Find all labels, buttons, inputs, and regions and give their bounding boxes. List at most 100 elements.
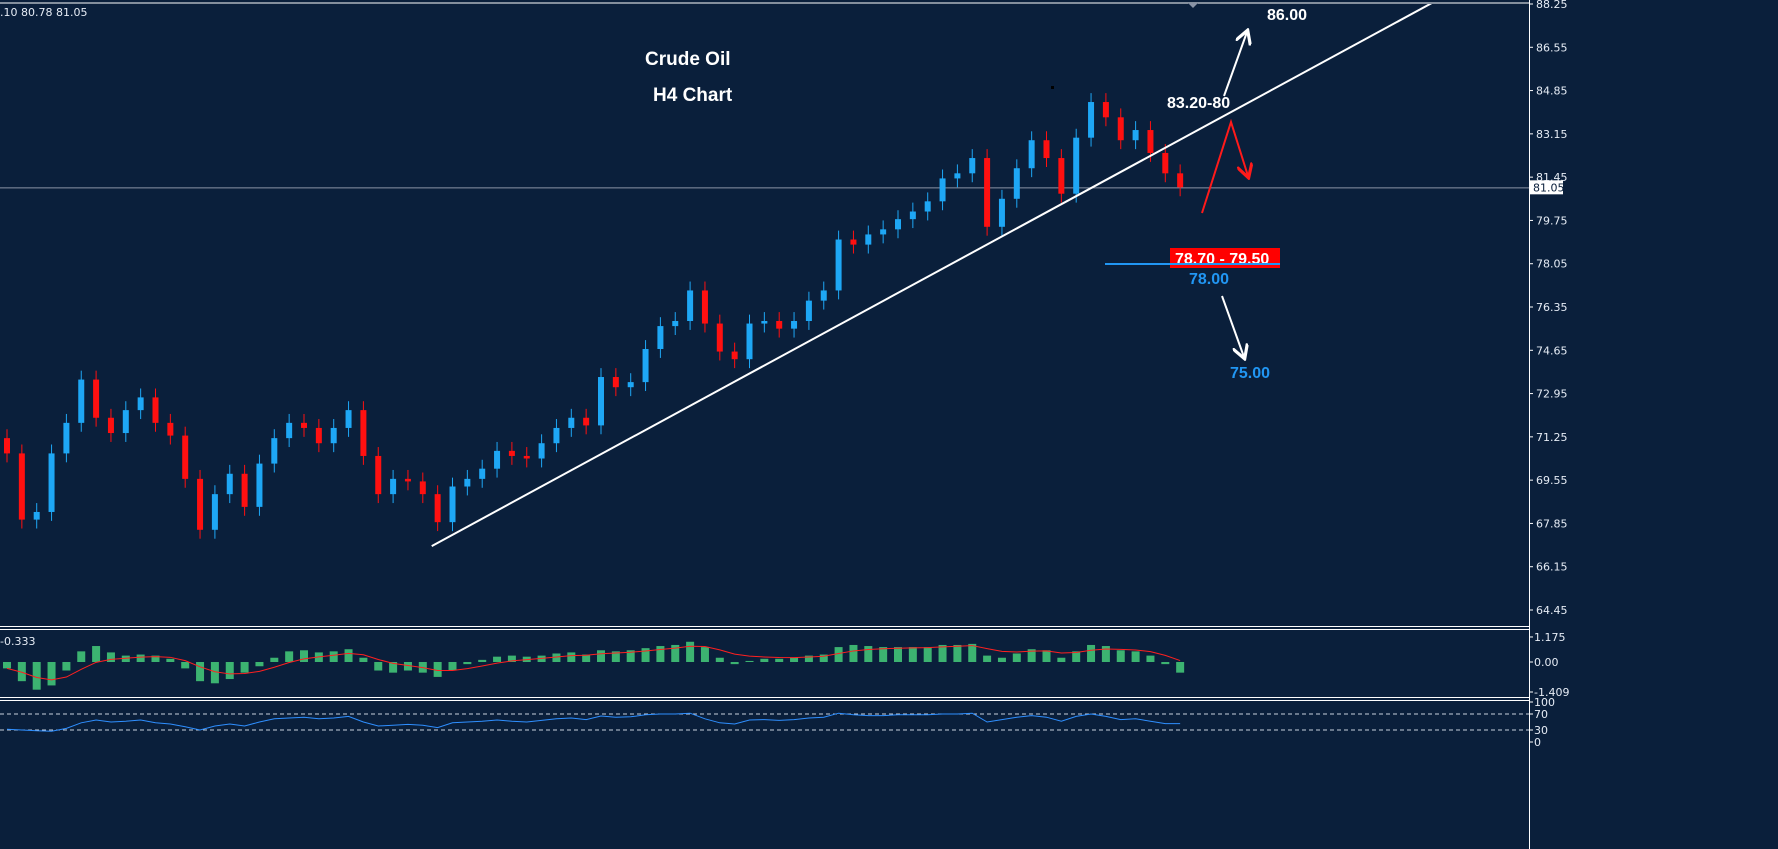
candle-body xyxy=(107,417,114,434)
candle xyxy=(122,401,129,442)
candle xyxy=(271,429,278,473)
candle xyxy=(375,447,382,504)
scroll-marker-icon[interactable] xyxy=(1188,3,1198,8)
candle-body xyxy=(449,486,456,523)
candle xyxy=(1162,144,1169,183)
macd-axis: 1.175 0.00 -1.409 xyxy=(1529,631,1569,699)
candle xyxy=(4,429,10,463)
candle-body xyxy=(1117,117,1124,141)
arrow-up-white xyxy=(1223,32,1247,97)
candle xyxy=(716,314,723,361)
candle-body xyxy=(969,158,976,174)
macd-bar xyxy=(196,662,205,682)
macd-bar xyxy=(225,662,234,680)
candle-body xyxy=(1073,137,1080,194)
candle-body xyxy=(850,239,857,245)
macd-bar xyxy=(136,654,145,662)
candle-body xyxy=(1132,130,1139,141)
chart-subtitle: H4 Chart xyxy=(653,85,733,106)
candle-body xyxy=(419,481,426,495)
candle xyxy=(1028,131,1035,178)
macd-tick-label: 1.175 xyxy=(1534,631,1566,644)
candle xyxy=(1102,93,1109,127)
macd-bar xyxy=(611,651,620,662)
macd-bar xyxy=(210,662,219,684)
price-tick-label: 64.45 xyxy=(1536,604,1568,617)
macd-bar xyxy=(849,644,858,662)
macd-signal-line xyxy=(6,645,1181,681)
macd-bar xyxy=(894,647,902,662)
candle xyxy=(167,413,174,445)
candle xyxy=(48,444,55,521)
macd-bar xyxy=(403,662,412,671)
candle xyxy=(226,464,233,504)
macd-bar xyxy=(121,655,130,662)
candle xyxy=(419,472,426,504)
price-tick-label: 86.55 xyxy=(1536,41,1568,54)
candle-body xyxy=(167,422,174,436)
macd-histogram xyxy=(3,641,1185,690)
candle-body xyxy=(835,239,842,291)
candle-body xyxy=(909,211,916,220)
candle-body xyxy=(137,397,144,411)
candle xyxy=(568,408,575,437)
macd-bar xyxy=(864,646,873,662)
candle xyxy=(18,444,25,529)
candle xyxy=(78,370,85,432)
macd-bar xyxy=(730,662,739,665)
macd-bar xyxy=(151,655,160,662)
candle-body xyxy=(434,494,441,523)
candle-body xyxy=(256,463,263,507)
macd-bar xyxy=(582,654,591,662)
candle-body xyxy=(63,422,70,454)
candle-body xyxy=(78,379,85,423)
candle-body xyxy=(375,455,382,495)
candle xyxy=(256,454,263,516)
macd-bar xyxy=(181,662,190,669)
candle xyxy=(345,401,352,437)
price-tick-label: 78.05 xyxy=(1536,258,1568,271)
macd-bar xyxy=(968,643,977,662)
candle-body xyxy=(1088,102,1095,138)
macd-bar xyxy=(953,644,962,662)
candle xyxy=(360,401,367,465)
candle-body xyxy=(954,173,961,179)
candle-body xyxy=(791,321,798,329)
candle-body xyxy=(301,422,307,428)
macd-bar xyxy=(760,658,769,662)
macd-bar xyxy=(1101,646,1110,662)
macd-bar xyxy=(32,662,41,690)
price-tick-label: 83.15 xyxy=(1536,128,1568,141)
candle-body xyxy=(598,377,604,426)
macd-bar xyxy=(552,653,561,662)
candle-body xyxy=(1162,152,1169,174)
rsi-tick-label: 100 xyxy=(1534,696,1555,709)
candle-body xyxy=(1177,173,1184,188)
macd-bar xyxy=(775,658,784,662)
price-tick-label: 84.85 xyxy=(1536,85,1568,98)
candle xyxy=(939,169,946,211)
candle xyxy=(1043,131,1050,167)
rsi-line xyxy=(6,712,1181,732)
macd-bar xyxy=(1057,657,1066,662)
candle xyxy=(895,210,901,239)
candle-body xyxy=(627,382,634,388)
candle-body xyxy=(642,349,649,383)
trendline[interactable] xyxy=(431,0,1437,547)
candle xyxy=(776,312,783,338)
candle-body xyxy=(360,410,367,456)
candle xyxy=(909,202,916,229)
candle xyxy=(464,469,471,496)
price-tick-label: 69.55 xyxy=(1536,474,1568,487)
macd-bar xyxy=(374,662,383,671)
price-tick-label: 76.35 xyxy=(1536,301,1568,314)
svg-text:81.05: 81.05 xyxy=(1533,181,1565,194)
macd-tick-label: 0.00 xyxy=(1534,656,1559,669)
macd-bar xyxy=(923,647,932,662)
candle xyxy=(583,408,590,435)
candle xyxy=(805,291,812,330)
candle xyxy=(404,469,411,491)
macd-bar xyxy=(463,662,472,665)
